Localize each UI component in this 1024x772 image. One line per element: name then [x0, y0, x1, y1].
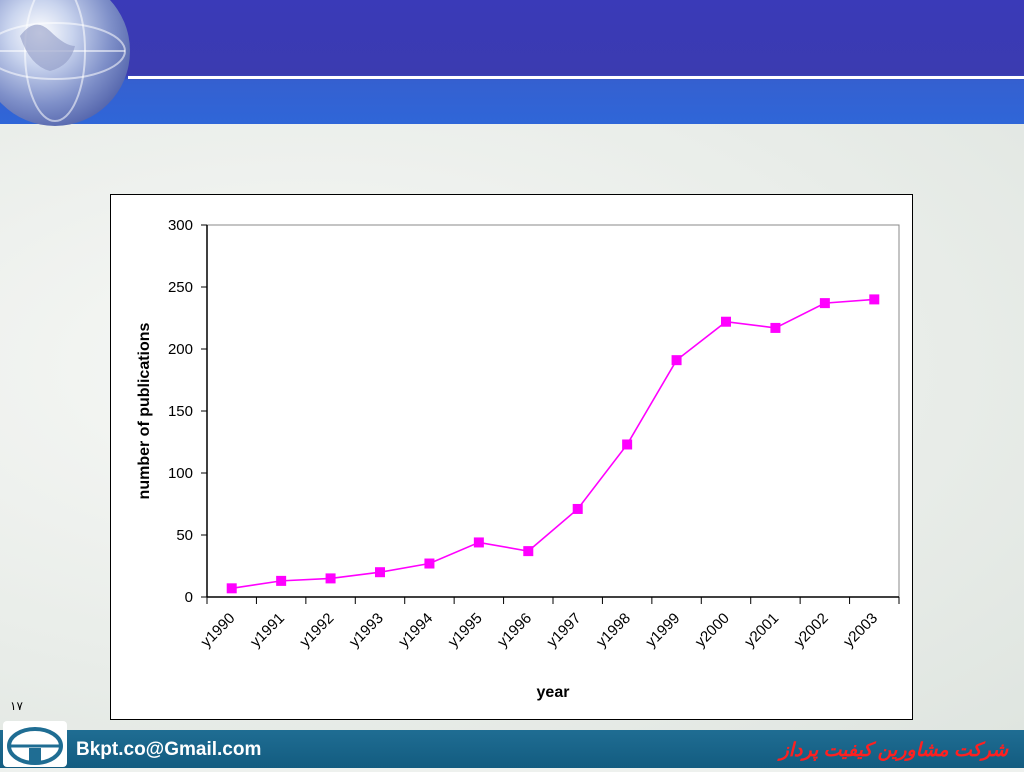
x-tick-label: y2000 [692, 610, 733, 651]
footer-band [0, 730, 1024, 768]
y-tick-label: 0 [185, 589, 193, 606]
data-point [523, 546, 534, 557]
x-tick-label: y1996 [494, 610, 535, 651]
data-point [276, 575, 287, 586]
chart-frame: 0 50 100 150 200 250 300 y1990 y1991 y1992 y1993 y1… [110, 194, 913, 720]
data-point [473, 537, 484, 548]
y-tick-label: 300 [168, 217, 193, 234]
x-tick-label: y1994 [395, 610, 436, 651]
x-tick-label: y1997 [544, 610, 585, 651]
data-point [226, 583, 237, 594]
y-tick-label: 150 [168, 403, 193, 420]
y-tick-label: 250 [168, 279, 193, 296]
footer-company-name: شرکت مشاورین کیفیت پرداز [779, 740, 1008, 761]
y-axis-title: number of publications [136, 322, 153, 499]
data-point [375, 567, 385, 578]
x-tick-label: y1998 [593, 610, 634, 651]
data-point [671, 355, 682, 366]
footer-email[interactable]: Bkpt.co@Gmail.com [76, 739, 262, 760]
data-point [721, 316, 731, 327]
header-band [0, 0, 1024, 124]
globe-icon [0, 0, 130, 126]
y-tick-label: 200 [168, 341, 193, 358]
plot-area [206, 224, 900, 598]
x-tick-label: y2001 [741, 610, 782, 651]
x-axis-title: year [537, 684, 570, 701]
y-tick-label: 100 [168, 465, 193, 482]
data-point [424, 558, 435, 569]
x-tick-label: y1995 [445, 610, 486, 651]
series-line [231, 298, 875, 590]
data-point [869, 294, 880, 305]
company-logo-icon [3, 721, 67, 767]
data-point [622, 439, 633, 450]
data-point [325, 573, 336, 584]
header-divider [128, 76, 1024, 79]
y-tick-label: 50 [176, 527, 193, 544]
x-tick-label: y2003 [840, 610, 881, 651]
data-point [819, 298, 830, 309]
x-tick-label: y1990 [198, 610, 239, 651]
x-tick-label: y1991 [247, 610, 288, 651]
page-number: ۱۷ [10, 699, 23, 713]
data-point [572, 503, 583, 514]
data-point [770, 322, 781, 333]
x-tick-label: y1993 [346, 610, 387, 651]
x-tick-label: y2002 [791, 610, 832, 651]
x-tick-label: y1992 [296, 610, 337, 651]
x-tick-label: y1999 [642, 610, 683, 651]
